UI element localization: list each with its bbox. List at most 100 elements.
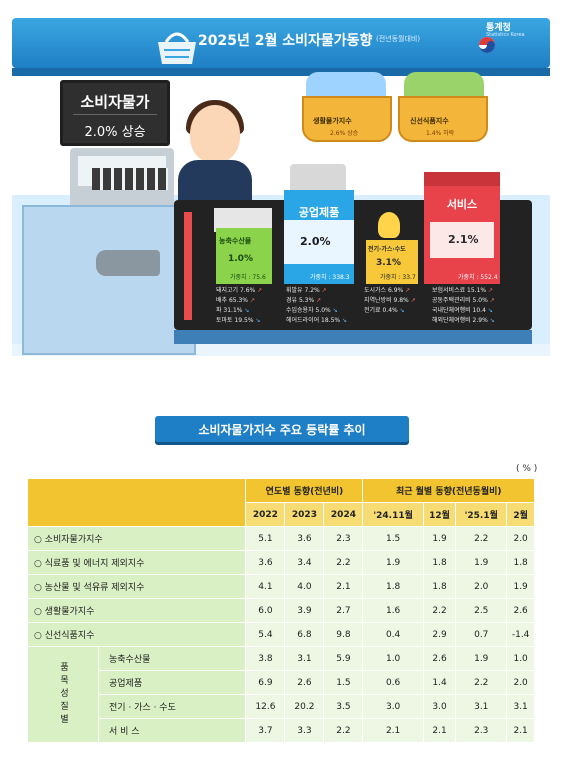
table-row: 서 비 스 3.7 3.3 2.2 2.1 2.1 2.3 2.1	[28, 718, 535, 743]
table-cell: 0.6	[362, 670, 424, 695]
living-index-value: 2.6% 상승	[330, 130, 359, 137]
table-row: ○ 농산물 및 석유류 제외지수 4.1 4.0 2.1 1.8 1.8 2.0 1.9	[26, 574, 535, 599]
table-cell: 6.8	[284, 622, 325, 647]
table-cell: 1.0	[362, 646, 424, 671]
table-cell: 2.1	[422, 718, 457, 743]
bottles-icon	[290, 164, 346, 194]
row-label: 전기 · 가스 · 수도	[97, 694, 247, 719]
table-cell: 4.0	[284, 574, 325, 599]
table-cell: 3.1	[506, 694, 535, 719]
service-value: 2.1%	[448, 233, 479, 246]
column-header: 2023	[284, 502, 325, 527]
detail-item: 토마토 19.5% ↘	[216, 317, 261, 324]
service-details: 보험서비스료 15.1% ↗ 공동주택관리비 5.0% ↗ 국내단체여행비 10…	[432, 286, 495, 326]
table-cell: 2.2	[455, 526, 508, 551]
fresh-index-value: 1.4% 하락	[426, 130, 455, 137]
logo-name: 통계청	[486, 23, 511, 33]
table-cell: 1.0	[506, 646, 535, 671]
table-cell: 1.9	[362, 550, 424, 575]
table-cell: 5.9	[323, 646, 364, 671]
detail-item: 전기료 0.4% ↘	[364, 307, 405, 314]
service-label: 서비스	[446, 198, 478, 211]
agri-label: 농축수산물	[219, 237, 252, 245]
service-value-box	[430, 222, 494, 258]
cash-register-icon	[70, 148, 174, 210]
table-cell: 1.8	[422, 550, 457, 575]
industrial-label: 공업제품	[298, 206, 340, 219]
house-roof-icon	[424, 172, 500, 190]
table-row: ○ 식료품 및 에너지 제외지수 3.6 3.4 2.2 1.9 1.8 1.9 1.8	[26, 550, 535, 575]
divider	[73, 114, 157, 115]
table-cell: 2.6	[422, 646, 457, 671]
table-cell: 1.5	[323, 670, 364, 695]
counter-illustration	[22, 205, 196, 355]
table-cell: 5.4	[245, 622, 286, 647]
row-label: ○ 소비자물가지수	[26, 526, 247, 551]
table-cell: 3.0	[362, 694, 424, 719]
fresh-basket-icon	[398, 96, 488, 142]
table-cell: 2.3	[323, 526, 364, 551]
detail-item: 파 31.1% ↘	[216, 307, 250, 314]
column-header: 2024	[323, 502, 364, 527]
detail-item: 배추 65.3% ↗	[216, 297, 255, 304]
utility-weight: 가중치 : 33.7	[380, 274, 416, 281]
row-label: ○ 식료품 및 에너지 제외지수	[26, 550, 247, 575]
table-cell: 1.8	[422, 574, 457, 599]
table-cell: 2.6	[284, 670, 325, 695]
table-cell: 2.6	[506, 598, 535, 623]
group-label: 품목성질별	[27, 646, 99, 743]
table-header-row: 연도별 동향(전년비) 최근 월별 동향(전년동월비)	[26, 478, 535, 527]
fresh-basket-goods-icon	[404, 72, 484, 98]
table-cell: 4.1	[245, 574, 286, 599]
price-trend-table: 연도별 동향(전년비) 최근 월별 동향(전년동월비) 2022 2023 20…	[26, 478, 535, 743]
industrial-value-box	[284, 220, 354, 264]
detail-item: 돼지고기 7.6% ↗	[216, 287, 263, 294]
table-column-row: 2022 2023 2024 '24.11월 12월 '25.1월 2월	[28, 502, 535, 527]
table-cell: 1.9	[455, 550, 508, 575]
table-cell: 0.7	[455, 622, 508, 647]
table-cell: 1.9	[455, 646, 508, 671]
sub-rows: 품목성질별 농축수산물 3.8 3.1 5.9 1.0 2.6 1.9 1.0 공업제품 6.9 2.…	[27, 646, 535, 743]
column-header: '24.11월	[362, 502, 424, 527]
living-basket-goods-icon	[306, 72, 386, 98]
unit-label: ( % )	[516, 464, 538, 474]
detail-item: 휘발유 7.2% ↗	[286, 287, 327, 294]
table-cell: 9.8	[323, 622, 364, 647]
page-title: 2025년 2월 소비자물가동향	[198, 33, 373, 49]
table-row: 품목성질별 농축수산물 3.8 3.1 5.9 1.0 2.6 1.9 1.0	[27, 646, 535, 743]
detail-item: 수입승용차 5.0% ↘	[286, 307, 338, 314]
industrial-weight: 가중치 : 338.3	[310, 274, 350, 281]
utility-value: 3.1%	[376, 258, 401, 268]
table-row: ○ 생활물가지수 6.0 3.9 2.7 1.6 2.2 2.5 2.6	[26, 598, 535, 623]
agri-details: 돼지고기 7.6% ↗ 배추 65.3% ↗ 파 31.1% ↘ 토마토 19.…	[216, 286, 262, 326]
table-row: ○ 소비자물가지수 5.1 3.6 2.3 1.5 1.9 2.2 2.0	[26, 526, 535, 551]
table-cell: 3.6	[284, 526, 325, 551]
agri-card	[216, 228, 272, 284]
table-cell: 2.0	[506, 526, 535, 551]
clerk-face-icon	[190, 105, 240, 163]
table-cell: 1.9	[506, 574, 535, 599]
table-cell: 1.4	[422, 670, 457, 695]
table-cell: 1.6	[362, 598, 424, 623]
table-cell: 6.0	[245, 598, 286, 623]
table-cell: 1.5	[362, 526, 424, 551]
table-cell: 1.9	[422, 526, 457, 551]
group-header-yearly: 연도별 동향(전년비)	[245, 478, 364, 503]
logo-subtext: Statistics Korea	[486, 32, 525, 38]
basket-icon	[158, 32, 196, 64]
industrial-value: 2.0%	[300, 235, 331, 248]
table-cell: 1.8	[362, 574, 424, 599]
table-cell: 2.1	[323, 574, 364, 599]
table-cell: 3.9	[284, 598, 325, 623]
table-cell: 3.8	[245, 646, 286, 671]
table-cell: 20.2	[284, 694, 325, 719]
row-label: 공업제품	[97, 670, 247, 695]
table-cell: 3.0	[422, 694, 457, 719]
detail-item: 도시가스 6.9% ↗	[364, 287, 411, 294]
table-cell: -1.4	[506, 622, 535, 647]
living-index-label: 생활물가지수	[313, 117, 352, 125]
table-cell: 2.7	[323, 598, 364, 623]
service-weight: 가중치 : 552.4	[458, 274, 498, 281]
table-row: ○ 신선식품지수 5.4 6.8 9.8 0.4 2.9 0.7 -1.4	[26, 622, 535, 647]
clerk-body	[178, 160, 252, 200]
